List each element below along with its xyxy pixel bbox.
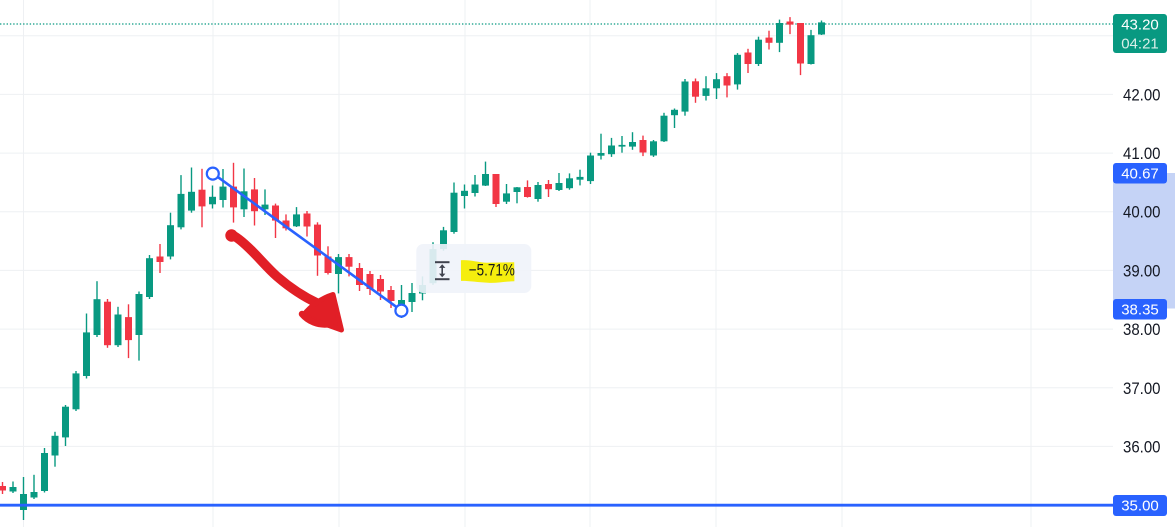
svg-text:37.00: 37.00: [1123, 379, 1161, 398]
svg-text:42.00: 42.00: [1123, 85, 1161, 104]
svg-text:−5.71%: −5.71%: [469, 260, 515, 279]
svg-text:38.35: 38.35: [1121, 301, 1159, 318]
svg-text:04:21: 04:21: [1121, 35, 1159, 52]
svg-text:40.00: 40.00: [1123, 203, 1161, 222]
svg-text:38.00: 38.00: [1123, 320, 1161, 339]
svg-text:43.20: 43.20: [1121, 16, 1159, 33]
svg-text:36.00: 36.00: [1123, 437, 1161, 456]
svg-text:35.00: 35.00: [1121, 498, 1159, 515]
svg-text:41.00: 41.00: [1123, 144, 1161, 163]
svg-text:40.67: 40.67: [1121, 165, 1159, 182]
svg-text:39.00: 39.00: [1123, 261, 1161, 280]
